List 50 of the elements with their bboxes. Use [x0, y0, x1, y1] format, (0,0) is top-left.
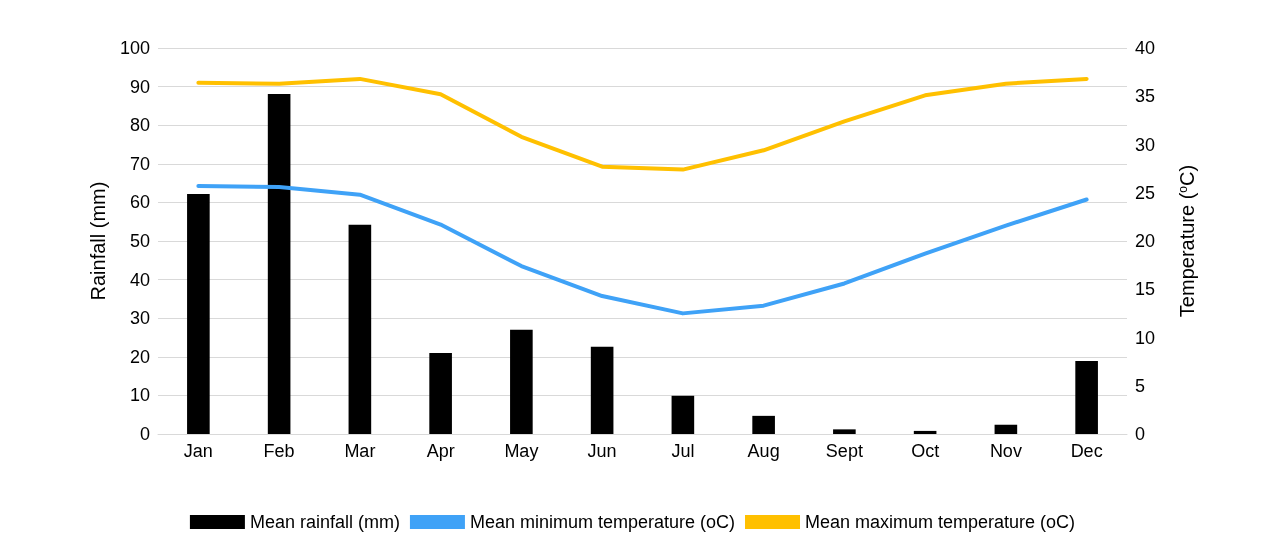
bar — [1075, 361, 1098, 434]
line-series — [196, 76, 1089, 172]
y2-tick-label: 30 — [1135, 134, 1156, 155]
y-axis-title: Rainfall (mm) — [87, 181, 109, 301]
y-tick-label: 100 — [119, 38, 150, 58]
bar — [187, 193, 210, 434]
y-tick-label: 60 — [129, 192, 150, 213]
legend-label: Mean rainfall (mm) — [249, 512, 400, 532]
y2-tick-label: 40 — [1135, 38, 1156, 58]
x-tick-label: Apr — [426, 441, 455, 461]
legend-label: Mean maximum temperature (oC) — [805, 512, 1076, 532]
x-tick-label: May — [504, 441, 539, 461]
y2-tick-label: 15 — [1135, 279, 1156, 300]
y-tick-label: 20 — [129, 346, 150, 367]
bar — [752, 415, 775, 434]
bar — [590, 346, 614, 434]
legend-label: Mean minimum temperature (oC) — [469, 512, 736, 532]
bar — [348, 224, 372, 434]
x-tick-label: Dec — [1070, 441, 1103, 461]
x-tick-label: Nov — [989, 441, 1022, 461]
y-tick-label: 30 — [129, 308, 150, 329]
x-tick-label: Sept — [825, 441, 863, 461]
y-tick-label: 90 — [129, 76, 150, 97]
x-tick-label: Feb — [263, 441, 295, 461]
y2-tick-label: 20 — [1135, 231, 1156, 251]
x-tick-label: Jun — [587, 441, 617, 461]
bar — [913, 430, 937, 434]
y2-tick-label: 35 — [1135, 86, 1156, 107]
y2-tick-label: 0 — [1135, 424, 1146, 444]
x-tick-label: Aug — [747, 441, 780, 461]
y2-tick-label: 5 — [1135, 375, 1146, 396]
line-series — [196, 184, 1089, 316]
y-tick-label: 70 — [129, 153, 150, 174]
x-tick-label: Oct — [911, 441, 940, 461]
x-tick-label: Mar — [344, 441, 376, 461]
y-tick-label: 40 — [129, 269, 150, 290]
bar — [429, 352, 452, 434]
bar — [267, 93, 291, 434]
y-tick-label: 50 — [129, 231, 150, 251]
bar — [833, 429, 856, 434]
y-tick-label: 10 — [129, 385, 150, 406]
y-tick-label: 80 — [129, 115, 150, 136]
x-tick-label: Jul — [671, 441, 695, 461]
bar — [671, 395, 695, 434]
y-tick-label: 0 — [139, 424, 150, 444]
y2-tick-label: 10 — [1135, 327, 1156, 348]
y2-tick-label: 25 — [1135, 182, 1156, 203]
bar — [994, 424, 1018, 434]
bar — [510, 329, 533, 434]
x-tick-label: Jan — [183, 441, 213, 461]
